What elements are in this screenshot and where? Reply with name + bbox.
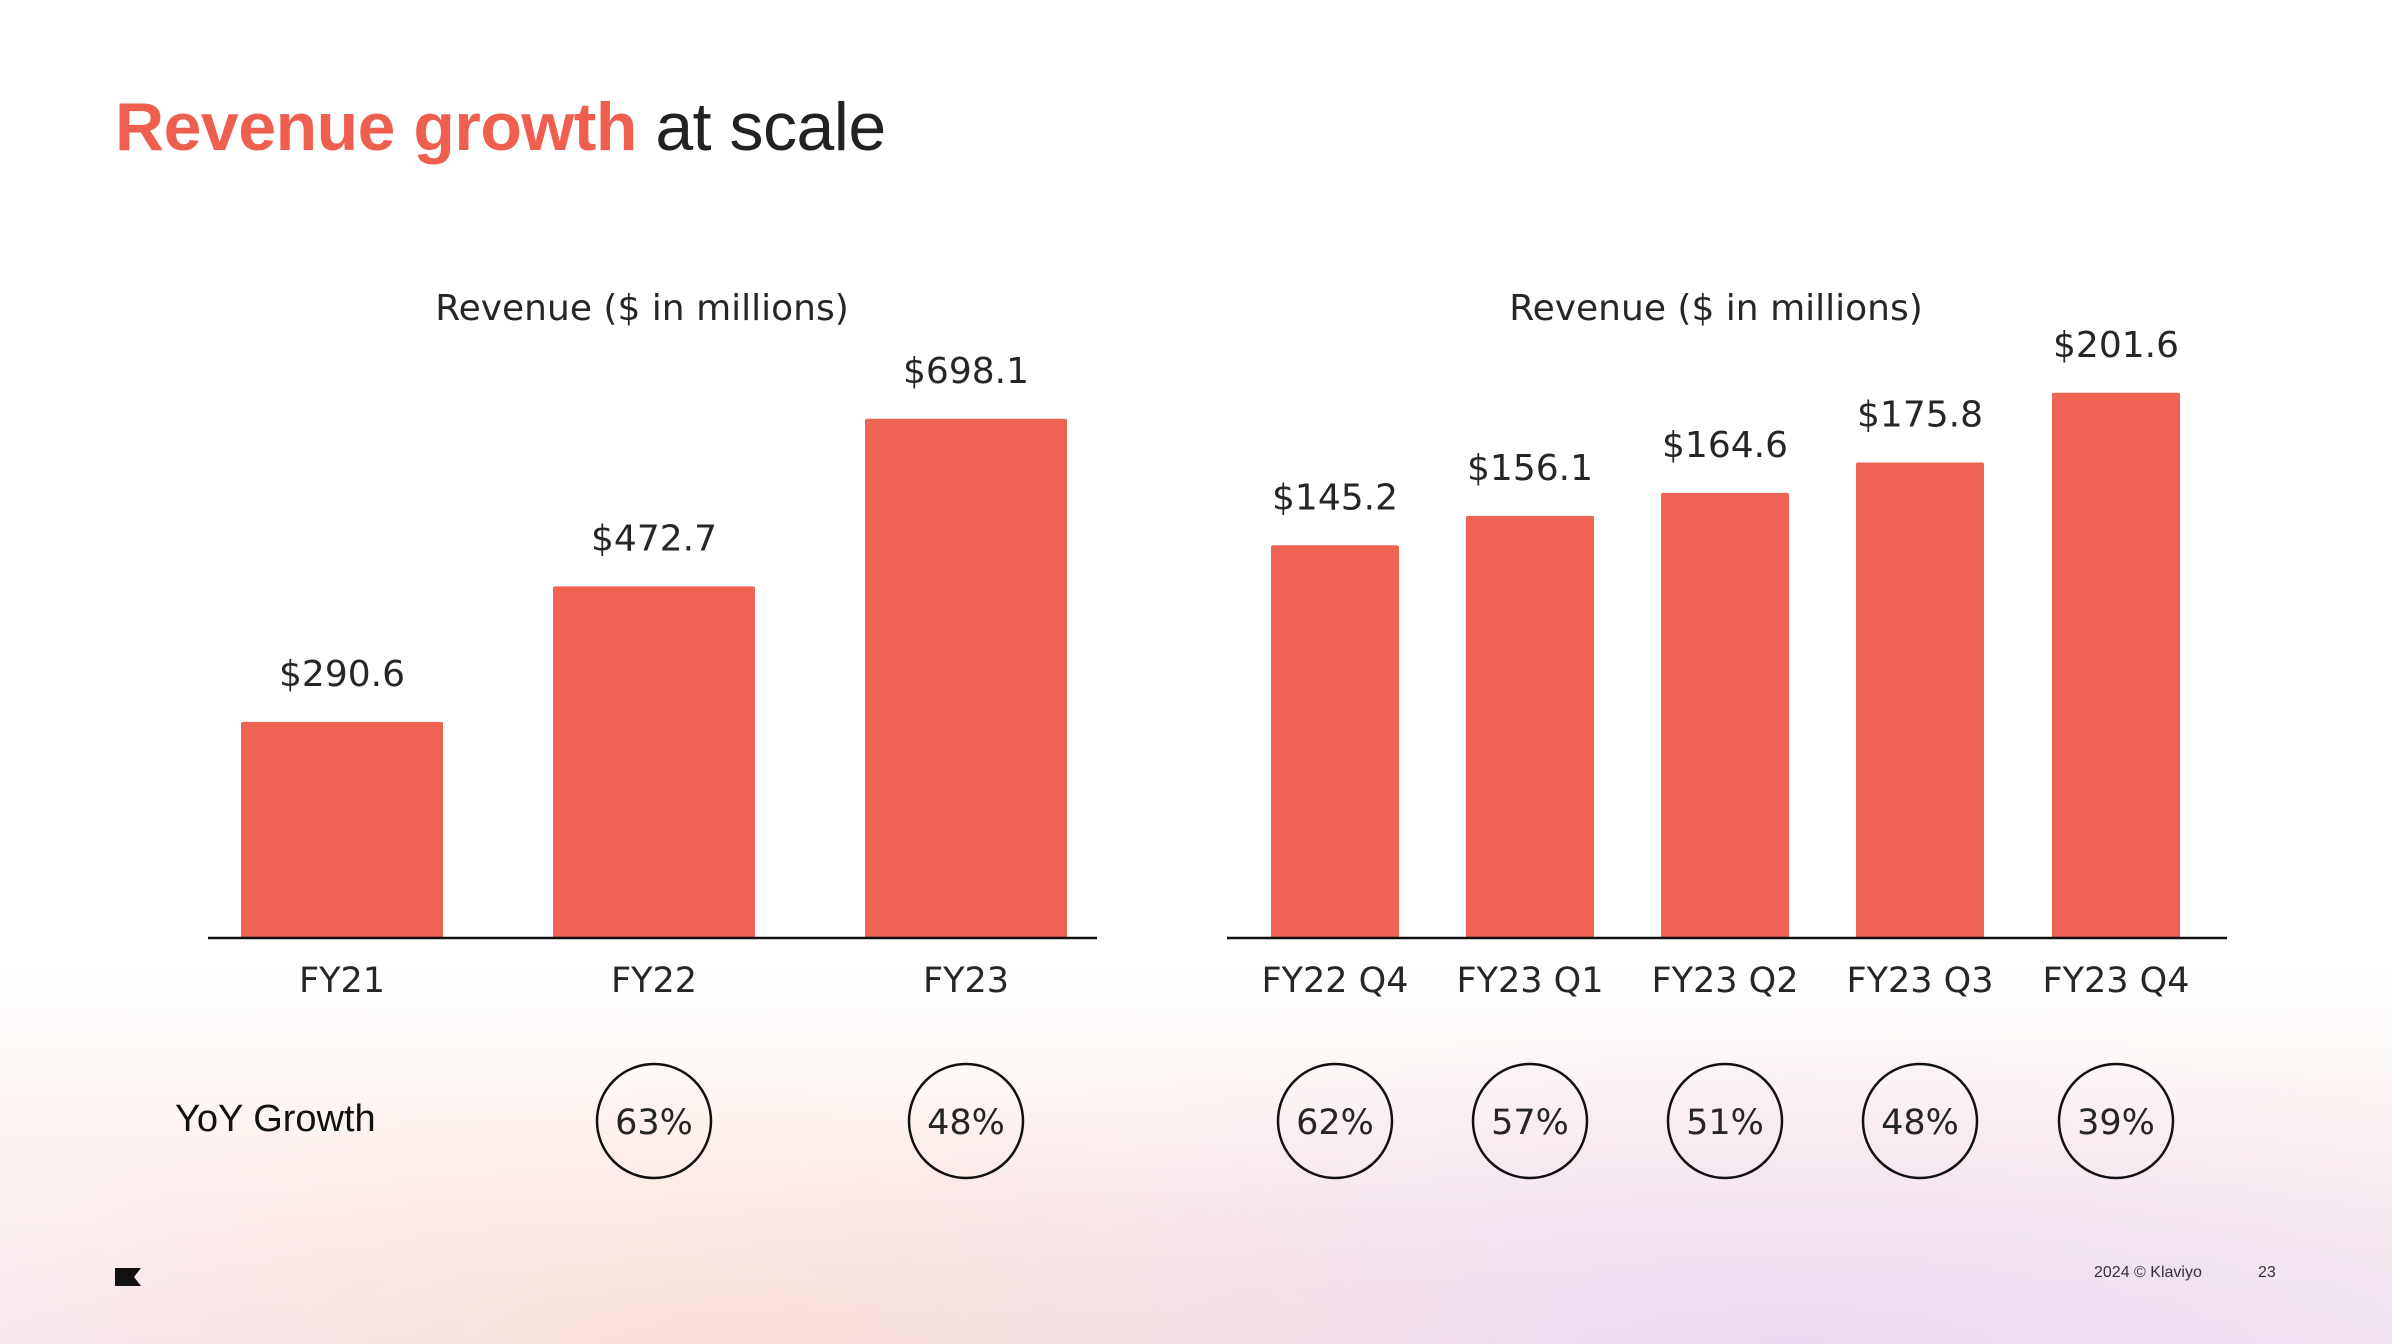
- title-accent: Revenue growth: [115, 89, 637, 165]
- growth-circle: [907, 1062, 1025, 1180]
- bar-fy22: [553, 586, 755, 938]
- category-label: FY23 Q3: [1847, 961, 1994, 1001]
- growth-value: 51%: [1686, 1103, 1764, 1143]
- category-label: FY23: [923, 961, 1009, 1001]
- growth-value: 63%: [615, 1103, 693, 1143]
- category-label: FY23 Q4: [2043, 961, 2190, 1001]
- growth-circle: [1471, 1062, 1589, 1180]
- growth-value: 62%: [1296, 1103, 1374, 1143]
- growth-circle: [1666, 1062, 1784, 1180]
- value-label: $156.1: [1467, 448, 1593, 489]
- value-label: $472.7: [591, 518, 717, 559]
- growth-value: 39%: [2077, 1103, 2155, 1143]
- bar-fy21: [241, 721, 443, 938]
- page-title: Revenue growth at scale: [115, 88, 886, 166]
- bar-fy23-q4: [2052, 392, 2180, 938]
- bar-fy22-q4: [1271, 545, 1399, 938]
- category-label: FY22: [611, 961, 697, 1001]
- chart-2: Revenue ($ in millions) $145.2 FY22 Q4 62% $…: [1227, 288, 2227, 1180]
- klaviyo-flag-icon: [115, 1268, 141, 1291]
- value-label: $201.6: [2053, 325, 2179, 366]
- yoy-growth-label: YoY Growth: [175, 1098, 376, 1140]
- growth-value: 48%: [927, 1103, 1005, 1143]
- growth-circle: [595, 1062, 713, 1180]
- growth-value: 48%: [1881, 1103, 1959, 1143]
- value-label: $164.6: [1662, 425, 1788, 466]
- category-label: FY22 Q4: [1262, 961, 1409, 1001]
- value-label: $698.1: [903, 351, 1029, 392]
- value-label: $290.6: [279, 654, 405, 695]
- chart-1: Revenue ($ in millions) $290.6 FY21 $472.7 F…: [208, 288, 1097, 1180]
- category-label: FY23 Q2: [1652, 961, 1799, 1001]
- bar-fy23-q3: [1856, 462, 1984, 938]
- value-label: $175.8: [1857, 395, 1983, 436]
- bar-fy23: [865, 418, 1067, 939]
- growth-circle: [1276, 1062, 1394, 1180]
- bar-fy23-q2: [1661, 492, 1789, 938]
- page-number: 23: [2258, 1264, 2276, 1281]
- category-label: FY23 Q1: [1457, 961, 1604, 1001]
- growth-value: 57%: [1491, 1103, 1569, 1143]
- growth-circle: [1861, 1062, 1979, 1180]
- title-rest: at scale: [636, 89, 886, 165]
- bar-fy23-q1: [1466, 515, 1594, 938]
- chart-title: Revenue ($ in millions): [435, 288, 849, 329]
- footer-copyright: 2024 © Klaviyo: [2094, 1264, 2202, 1281]
- value-label: $145.2: [1272, 477, 1398, 518]
- growth-circle: [2057, 1062, 2175, 1180]
- chart-title: Revenue ($ in millions): [1509, 288, 1923, 329]
- category-label: FY21: [299, 961, 385, 1001]
